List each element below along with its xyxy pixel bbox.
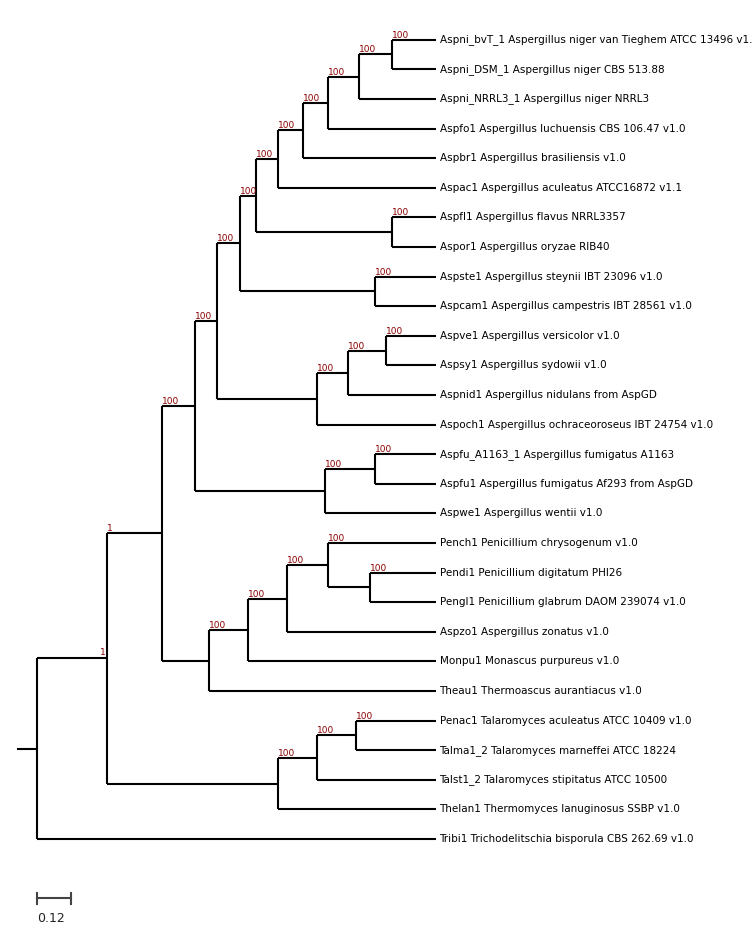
- Text: 100: 100: [392, 31, 409, 39]
- Text: Aspni_NRRL3_1 Aspergillus niger NRRL3: Aspni_NRRL3_1 Aspergillus niger NRRL3: [440, 94, 649, 104]
- Text: 100: 100: [387, 326, 404, 336]
- Text: Aspfu1 Aspergillus fumigatus Af293 from AspGD: Aspfu1 Aspergillus fumigatus Af293 from …: [440, 478, 693, 489]
- Text: Aspfu_A1163_1 Aspergillus fumigatus A1163: Aspfu_A1163_1 Aspergillus fumigatus A116…: [440, 448, 674, 460]
- Text: Tribi1 Trichodelitschia bisporula CBS 262.69 v1.0: Tribi1 Trichodelitschia bisporula CBS 26…: [440, 834, 694, 844]
- Text: 100: 100: [317, 726, 335, 735]
- Text: 100: 100: [370, 564, 387, 572]
- Text: 100: 100: [328, 534, 345, 543]
- Text: 100: 100: [217, 234, 235, 244]
- Text: Aspve1 Aspergillus versicolor v1.0: Aspve1 Aspergillus versicolor v1.0: [440, 331, 619, 340]
- Text: Aspac1 Aspergillus aculeatus ATCC16872 v1.1: Aspac1 Aspergillus aculeatus ATCC16872 v…: [440, 183, 681, 192]
- Text: 100: 100: [328, 68, 345, 77]
- Text: 100: 100: [278, 121, 296, 130]
- Text: 100: 100: [375, 446, 393, 454]
- Text: Aspfo1 Aspergillus luchuensis CBS 106.47 v1.0: Aspfo1 Aspergillus luchuensis CBS 106.47…: [440, 124, 685, 133]
- Text: 100: 100: [240, 187, 257, 196]
- Text: 1: 1: [107, 524, 112, 534]
- Text: Pench1 Penicillium chrysogenum v1.0: Pench1 Penicillium chrysogenum v1.0: [440, 538, 637, 548]
- Text: 100: 100: [356, 712, 373, 720]
- Text: 100: 100: [392, 208, 409, 218]
- Text: 1: 1: [99, 648, 105, 657]
- Text: 100: 100: [248, 589, 265, 598]
- Text: Aspnid1 Aspergillus nidulans from AspGD: Aspnid1 Aspergillus nidulans from AspGD: [440, 390, 656, 400]
- Text: Aspni_bvT_1 Aspergillus niger van Tieghem ATCC 13496 v1.0: Aspni_bvT_1 Aspergillus niger van Tieghe…: [440, 35, 752, 45]
- Text: 100: 100: [347, 341, 365, 351]
- Text: 100: 100: [256, 150, 274, 159]
- Text: Aspni_DSM_1 Aspergillus niger CBS 513.88: Aspni_DSM_1 Aspergillus niger CBS 513.88: [440, 64, 664, 75]
- Text: Aspor1 Aspergillus oryzae RIB40: Aspor1 Aspergillus oryzae RIB40: [440, 242, 609, 252]
- Text: 100: 100: [375, 267, 393, 277]
- Text: Aspzo1 Aspergillus zonatus v1.0: Aspzo1 Aspergillus zonatus v1.0: [440, 627, 608, 637]
- Text: 100: 100: [303, 94, 320, 102]
- Text: 100: 100: [196, 312, 213, 321]
- Text: Pengl1 Penicillium glabrum DAOM 239074 v1.0: Pengl1 Penicillium glabrum DAOM 239074 v…: [440, 598, 685, 607]
- Text: Talma1_2 Talaromyces marneffei ATCC 18224: Talma1_2 Talaromyces marneffei ATCC 1822…: [440, 745, 677, 756]
- Text: Pendi1 Penicillium digitatum PHI26: Pendi1 Penicillium digitatum PHI26: [440, 567, 622, 578]
- Text: Aspfl1 Aspergillus flavus NRRL3357: Aspfl1 Aspergillus flavus NRRL3357: [440, 212, 625, 222]
- Text: Aspcam1 Aspergillus campestris IBT 28561 v1.0: Aspcam1 Aspergillus campestris IBT 28561…: [440, 301, 691, 311]
- Text: 100: 100: [326, 460, 343, 469]
- Text: Penac1 Talaromyces aculeatus ATCC 10409 v1.0: Penac1 Talaromyces aculeatus ATCC 10409 …: [440, 716, 691, 726]
- Text: 100: 100: [162, 397, 179, 406]
- Text: 0.12: 0.12: [38, 912, 65, 925]
- Text: 100: 100: [278, 749, 296, 758]
- Text: Aspwe1 Aspergillus wentii v1.0: Aspwe1 Aspergillus wentii v1.0: [440, 508, 602, 519]
- Text: 100: 100: [209, 621, 226, 630]
- Text: Aspsy1 Aspergillus sydowii v1.0: Aspsy1 Aspergillus sydowii v1.0: [440, 360, 606, 371]
- Text: 100: 100: [287, 556, 304, 566]
- Text: 100: 100: [359, 46, 376, 54]
- Text: Theau1 Thermoascus aurantiacus v1.0: Theau1 Thermoascus aurantiacus v1.0: [440, 686, 642, 696]
- Text: Aspste1 Aspergillus steynii IBT 23096 v1.0: Aspste1 Aspergillus steynii IBT 23096 v1…: [440, 272, 662, 281]
- Text: Aspbr1 Aspergillus brasiliensis v1.0: Aspbr1 Aspergillus brasiliensis v1.0: [440, 153, 626, 163]
- Text: 100: 100: [317, 364, 335, 372]
- Text: Thelan1 Thermomyces lanuginosus SSBP v1.0: Thelan1 Thermomyces lanuginosus SSBP v1.…: [440, 805, 681, 814]
- Text: Monpu1 Monascus purpureus v1.0: Monpu1 Monascus purpureus v1.0: [440, 657, 619, 666]
- Text: Talst1_2 Talaromyces stipitatus ATCC 10500: Talst1_2 Talaromyces stipitatus ATCC 105…: [440, 775, 668, 785]
- Text: Aspoch1 Aspergillus ochraceoroseus IBT 24754 v1.0: Aspoch1 Aspergillus ochraceoroseus IBT 2…: [440, 419, 713, 430]
